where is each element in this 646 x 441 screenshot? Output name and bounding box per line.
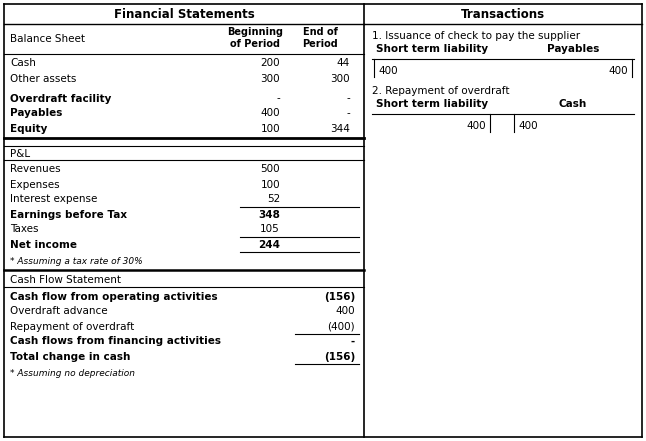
Text: 400: 400 bbox=[378, 66, 398, 76]
Text: Total change in cash: Total change in cash bbox=[10, 351, 130, 362]
Text: (156): (156) bbox=[324, 292, 355, 302]
Text: 500: 500 bbox=[260, 164, 280, 175]
Text: Repayment of overdraft: Repayment of overdraft bbox=[10, 321, 134, 332]
Text: Balance Sheet: Balance Sheet bbox=[10, 34, 85, 44]
Text: Earnings before Tax: Earnings before Tax bbox=[10, 209, 127, 220]
Text: Cash flows from financing activities: Cash flows from financing activities bbox=[10, 336, 221, 347]
Text: Cash Flow Statement: Cash Flow Statement bbox=[10, 275, 121, 285]
Text: P&L: P&L bbox=[10, 149, 30, 159]
Text: Expenses: Expenses bbox=[10, 179, 59, 190]
Text: 400: 400 bbox=[466, 121, 486, 131]
Text: -: - bbox=[276, 93, 280, 104]
Text: Transactions: Transactions bbox=[461, 7, 545, 20]
Text: 2. Repayment of overdraft: 2. Repayment of overdraft bbox=[372, 86, 510, 96]
Text: of Period: of Period bbox=[230, 39, 280, 49]
Text: Cash flow from operating activities: Cash flow from operating activities bbox=[10, 292, 218, 302]
Text: 400: 400 bbox=[609, 66, 628, 76]
Text: End of: End of bbox=[302, 27, 337, 37]
Text: 1. Issuance of check to pay the supplier: 1. Issuance of check to pay the supplier bbox=[372, 31, 580, 41]
Text: Payables: Payables bbox=[10, 108, 63, 119]
Text: Beginning: Beginning bbox=[227, 27, 283, 37]
Text: Net income: Net income bbox=[10, 239, 77, 250]
Text: Equity: Equity bbox=[10, 123, 47, 134]
Text: 200: 200 bbox=[260, 59, 280, 68]
Text: Taxes: Taxes bbox=[10, 224, 39, 235]
Text: 52: 52 bbox=[267, 194, 280, 205]
Text: 400: 400 bbox=[518, 121, 537, 131]
Text: Cash: Cash bbox=[10, 59, 36, 68]
Text: Short term liability: Short term liability bbox=[376, 44, 488, 54]
Text: Other assets: Other assets bbox=[10, 74, 76, 83]
Text: Revenues: Revenues bbox=[10, 164, 61, 175]
Text: Financial Statements: Financial Statements bbox=[114, 7, 255, 20]
Text: 300: 300 bbox=[260, 74, 280, 83]
Text: Overdraft advance: Overdraft advance bbox=[10, 306, 108, 317]
Text: Period: Period bbox=[302, 39, 338, 49]
Text: 44: 44 bbox=[337, 59, 350, 68]
Text: Short term liability: Short term liability bbox=[376, 99, 488, 109]
Text: 400: 400 bbox=[335, 306, 355, 317]
Text: -: - bbox=[351, 336, 355, 347]
Text: -: - bbox=[346, 108, 350, 119]
Text: 300: 300 bbox=[330, 74, 350, 83]
Text: 105: 105 bbox=[260, 224, 280, 235]
Text: 344: 344 bbox=[330, 123, 350, 134]
Text: 400: 400 bbox=[260, 108, 280, 119]
Text: (156): (156) bbox=[324, 351, 355, 362]
Text: 100: 100 bbox=[260, 179, 280, 190]
Text: 100: 100 bbox=[260, 123, 280, 134]
Text: 244: 244 bbox=[258, 239, 280, 250]
Text: -: - bbox=[346, 93, 350, 104]
Text: Overdraft facility: Overdraft facility bbox=[10, 93, 111, 104]
Text: Cash: Cash bbox=[559, 99, 587, 109]
Text: * Assuming no depreciation: * Assuming no depreciation bbox=[10, 369, 135, 377]
Text: Interest expense: Interest expense bbox=[10, 194, 98, 205]
Text: 348: 348 bbox=[258, 209, 280, 220]
Text: * Assuming a tax rate of 30%: * Assuming a tax rate of 30% bbox=[10, 257, 143, 265]
Text: (400): (400) bbox=[328, 321, 355, 332]
Text: Payables: Payables bbox=[547, 44, 599, 54]
